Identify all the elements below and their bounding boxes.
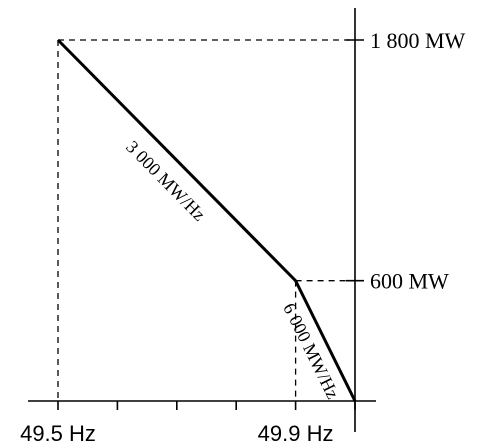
droop-line (56, 38, 357, 402)
axes (28, 8, 376, 432)
y-tick-label-1: 1 800 MW (370, 28, 466, 53)
series-group (56, 38, 357, 402)
y-tick-label-0: 600 MW (370, 269, 449, 294)
guide-lines (57, 39, 355, 401)
x-tick-label-4: 49.9 Hz (258, 421, 334, 446)
x-tick-label-0: 49.5 Hz (20, 421, 96, 446)
ticks (57, 39, 364, 410)
